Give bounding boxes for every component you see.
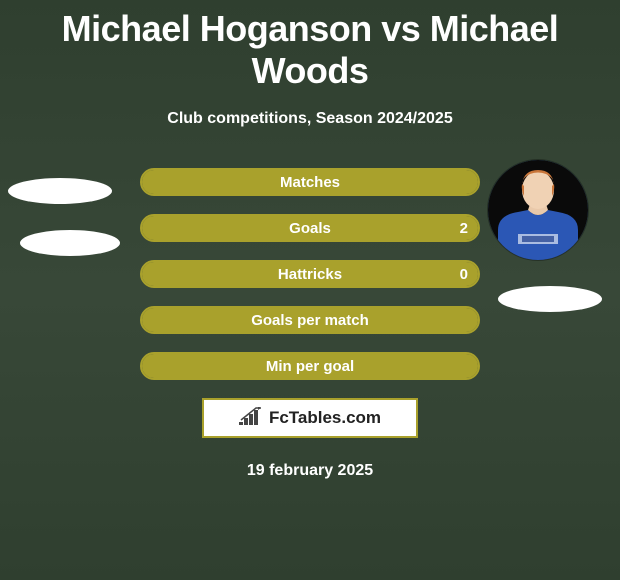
stat-bar-row: Goals2 <box>140 214 480 242</box>
stat-bar-label: Goals per match <box>142 308 478 332</box>
stat-bars: Matches Goals2 Hattricks0 Goals per match Mi… <box>140 168 480 398</box>
stat-bar-label: Matches <box>142 170 478 194</box>
stat-bar-value: 0 <box>460 262 468 286</box>
stat-bar-row: Min per goal <box>140 352 480 380</box>
placeholder-ellipse-right <box>498 286 602 312</box>
stat-bar-row: Hattricks0 <box>140 260 480 288</box>
placeholder-ellipse-left-0 <box>8 178 112 204</box>
subtitle: Club competitions, Season 2024/2025 <box>0 110 620 128</box>
brand-logo-icon <box>239 407 265 430</box>
stat-bar-value: 2 <box>460 216 468 240</box>
placeholder-ellipse-left-1 <box>20 230 120 256</box>
page-title: Michael Hoganson vs Michael Woods <box>0 0 620 92</box>
stat-bar-label: Hattricks <box>142 262 478 286</box>
brand-box: FcTables.com <box>202 398 418 438</box>
date-label: 19 february 2025 <box>0 462 620 480</box>
stat-bar-label: Goals <box>142 216 478 240</box>
stat-bar-row: Matches <box>140 168 480 196</box>
brand-text: FcTables.com <box>269 408 381 428</box>
player-avatar <box>488 160 588 260</box>
stat-bar-row: Goals per match <box>140 306 480 334</box>
stat-bar-label: Min per goal <box>142 354 478 378</box>
